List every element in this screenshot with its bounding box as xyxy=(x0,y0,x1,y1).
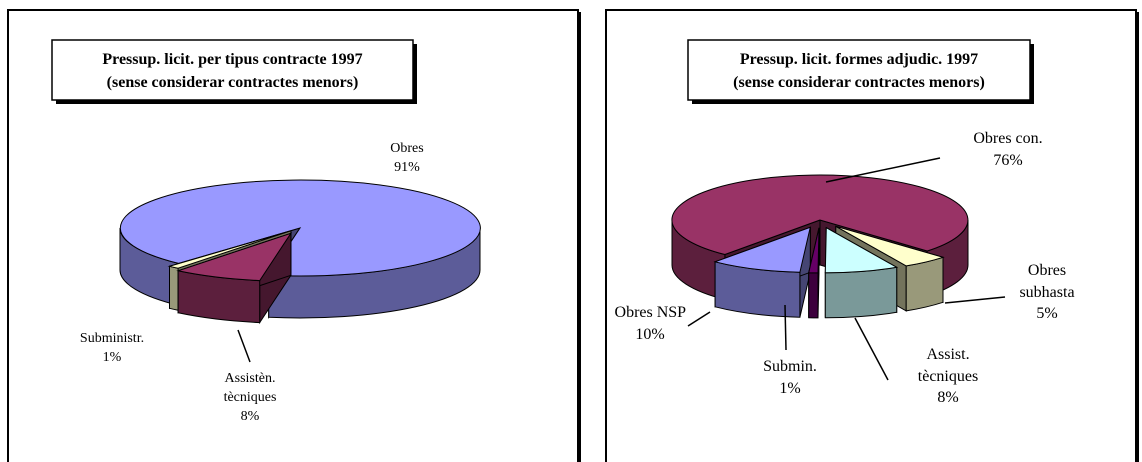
slice-label: Obres con. 76% xyxy=(953,128,1063,171)
slice-name: Obres subhasta xyxy=(1019,262,1075,301)
chart-title: Pressup. licit. formes adjudic. 1997 xyxy=(740,51,978,68)
slice-label: Subministr. 1% xyxy=(67,330,157,368)
leader-line xyxy=(854,317,889,381)
title-box xyxy=(687,39,1031,101)
slice-label: Assistèn. tècniques 8% xyxy=(205,370,295,427)
pie-slice xyxy=(119,179,481,277)
leader-line xyxy=(784,304,787,351)
pie-slice xyxy=(824,226,899,274)
slice-value: 5% xyxy=(1036,305,1058,323)
leader-line xyxy=(944,296,1006,304)
slice-label: Obres subhasta 5% xyxy=(1002,260,1092,325)
slice-value: 8% xyxy=(937,389,959,407)
leader-line xyxy=(825,157,941,183)
slice-value: 1% xyxy=(779,379,801,397)
chart-subtitle: (sense considerar contractes menors) xyxy=(107,74,359,91)
pie-side xyxy=(808,272,819,319)
pie-slice xyxy=(167,230,292,269)
pie-slice xyxy=(176,232,293,282)
slice-name: Obres con. xyxy=(973,130,1043,147)
slice-name: Submin. xyxy=(763,358,817,375)
pie-slice xyxy=(671,174,969,256)
pie-side xyxy=(169,265,179,311)
slice-value: 8% xyxy=(240,408,260,424)
chart-subtitle: (sense considerar contractes menors) xyxy=(733,74,985,91)
slice-value: 10% xyxy=(635,325,665,343)
panel-border xyxy=(7,9,579,462)
slice-name: Assistèn. tècniques xyxy=(223,371,277,405)
leader-line xyxy=(237,329,251,363)
pie-slice xyxy=(808,227,820,274)
slice-value: 91% xyxy=(394,159,420,175)
slice-name: Obres NSP xyxy=(614,304,686,321)
slice-value: 1% xyxy=(102,349,122,365)
slice-name: Obres xyxy=(390,141,424,156)
panel-border xyxy=(605,9,1137,462)
pie-slice xyxy=(835,225,945,267)
slice-label: Assist. tècniques 8% xyxy=(903,344,993,409)
slice-name: Subministr. xyxy=(79,331,145,346)
slice-label: Obres NSP 10% xyxy=(610,302,690,345)
leader-line xyxy=(687,311,711,327)
pie-side xyxy=(824,266,898,319)
slice-value: 76% xyxy=(993,151,1023,169)
title-box xyxy=(51,39,414,101)
slice-label: Submin. 1% xyxy=(750,356,830,399)
chart-title: Pressup. licit. per tipus contracte 1997 xyxy=(102,51,362,68)
slice-name: Assist. tècniques xyxy=(917,346,979,385)
slice-label: Obres 91% xyxy=(362,140,452,178)
pie-slice xyxy=(713,226,811,273)
